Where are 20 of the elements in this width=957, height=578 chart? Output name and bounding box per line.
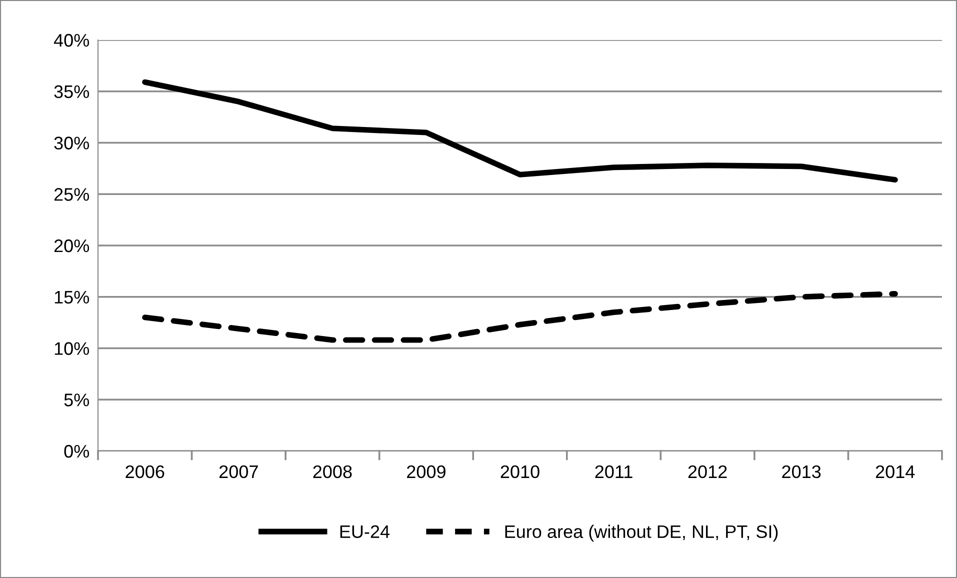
x-tick-label: 2007 [219,465,258,478]
x-tick-label: 2010 [500,465,540,478]
y-tick-label: 20% [54,239,90,252]
y-tick-label: 10% [54,342,90,355]
legend-label: EU-24 [340,525,390,538]
x-tick-label: 2008 [313,465,352,478]
x-tick-label: 2013 [782,465,821,478]
y-tick-label: 40% [54,34,90,47]
y-tick-label: 25% [54,188,90,201]
x-tick-label: 2012 [688,465,727,478]
x-tick-label: 2014 [876,465,915,478]
y-tick-label: 15% [54,290,90,304]
x-tick-label: 2011 [595,465,632,478]
y-tick-label: 5% [64,394,90,406]
x-tick-label: 2009 [407,465,446,478]
y-tick-label: 30% [54,136,90,150]
x-tick-label: 2006 [126,465,164,478]
y-tick-label: 0% [64,444,90,458]
legend-label: Euro area (without DE, NL, PT, SI) [505,524,778,542]
y-tick-label: 35% [54,85,90,98]
